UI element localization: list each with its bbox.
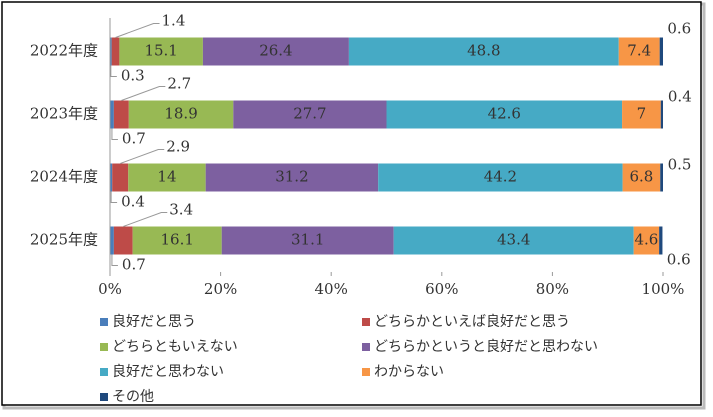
bar-segment	[348, 37, 619, 66]
data-label: 6.8	[630, 168, 654, 186]
data-label: 27.7	[293, 105, 326, 123]
bar-segment	[233, 100, 387, 129]
bar-segment	[111, 37, 120, 66]
leader-line	[123, 212, 168, 227]
legend-label: どちらともいえない	[112, 339, 238, 355]
data-label: 0.7	[122, 130, 146, 148]
data-label: 48.8	[467, 42, 500, 60]
legend-label: 良好だと思わない	[112, 364, 224, 380]
y-tick-label: 2025年度	[30, 231, 98, 249]
legend-label: どちらかといえば良好だと思う	[374, 314, 570, 330]
y-tick-label: 2023年度	[30, 105, 98, 123]
frame	[1, 1, 702, 406]
legend-swatch	[100, 393, 108, 401]
data-label: 0.6	[667, 20, 691, 38]
bar-segment	[110, 37, 112, 66]
legend-label: わからない	[374, 364, 444, 380]
bar-segment	[119, 37, 203, 66]
data-label: 2.9	[166, 138, 190, 156]
bar-segment	[659, 226, 663, 255]
x-tick-label: 40%	[315, 280, 348, 298]
bar-segment	[622, 100, 661, 129]
bar-segment	[221, 226, 394, 255]
legend-label: その他	[112, 389, 154, 405]
bar-segment	[128, 163, 206, 192]
bar-segment	[659, 37, 663, 66]
legend-swatch	[100, 368, 108, 376]
data-label: 7	[637, 105, 647, 123]
data-label: 31.1	[291, 231, 324, 249]
x-tick-label: 80%	[536, 280, 569, 298]
legend-swatch	[362, 343, 370, 351]
x-tick-label: 0%	[98, 280, 122, 298]
legend-swatch	[362, 368, 370, 376]
bar-segment	[110, 100, 114, 129]
bar-segment	[113, 226, 133, 255]
bar-segment	[393, 226, 634, 255]
data-label: 0.6	[667, 251, 691, 269]
bar-segment	[110, 226, 114, 255]
data-label: 2.7	[167, 75, 191, 93]
x-tick-label: 60%	[425, 280, 458, 298]
y-tick-label: 2022年度	[30, 42, 98, 60]
leader-line	[115, 23, 160, 38]
data-label: 16.1	[160, 231, 193, 249]
data-label: 26.4	[259, 42, 292, 60]
data-label: 0.4	[668, 88, 692, 106]
bar-segment	[113, 100, 129, 129]
data-label: 14	[157, 168, 176, 186]
x-tick-label: 20%	[204, 280, 237, 298]
leader-line	[110, 191, 118, 203]
legend-swatch	[362, 318, 370, 326]
x-tick-label: 100%	[642, 280, 685, 298]
bar-segment	[618, 37, 660, 66]
legend-swatch	[100, 343, 108, 351]
bar-segment	[378, 163, 623, 192]
data-label: 4.6	[634, 231, 658, 249]
bar-segment	[205, 163, 379, 192]
bar-segment	[622, 163, 661, 192]
leader-line	[111, 128, 118, 140]
data-label: 15.1	[144, 42, 177, 60]
bar-segment	[112, 163, 129, 192]
bar-segment	[660, 100, 663, 129]
data-label: 1.4	[162, 12, 186, 30]
y-tick-label: 2024年度	[30, 168, 98, 186]
data-label: 0.7	[122, 256, 146, 274]
data-label: 0.3	[121, 67, 145, 85]
bar-segment	[633, 226, 660, 255]
data-label: 43.4	[497, 231, 530, 249]
bar-segment	[660, 163, 663, 192]
data-label: 44.2	[484, 168, 517, 186]
data-label: 42.6	[488, 105, 521, 123]
leader-line	[111, 254, 118, 266]
leader-line	[121, 86, 166, 101]
bar-segment	[386, 100, 623, 129]
bar-segment	[132, 226, 222, 255]
leader-line	[120, 149, 165, 164]
data-label: 0.4	[121, 193, 145, 211]
bar-segment	[128, 100, 234, 129]
data-label: 0.5	[668, 156, 692, 174]
legend-label: 良好だと思う	[112, 314, 196, 330]
bar-segment	[202, 37, 349, 66]
bar-segment	[110, 163, 113, 192]
data-label: 7.4	[627, 42, 651, 60]
legend-label: どちらかというと良好だと思わない	[374, 339, 598, 355]
data-label: 3.4	[169, 201, 193, 219]
data-label: 31.2	[275, 168, 308, 186]
leader-line	[110, 65, 117, 77]
data-label: 18.9	[164, 105, 197, 123]
legend-swatch	[100, 318, 108, 326]
